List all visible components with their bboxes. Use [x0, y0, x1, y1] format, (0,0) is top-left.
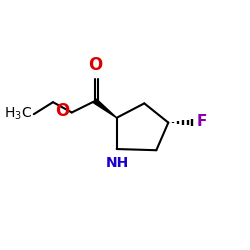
Polygon shape — [94, 99, 117, 118]
Text: O: O — [88, 56, 102, 74]
Text: $\mathregular{H_3C}$: $\mathregular{H_3C}$ — [4, 106, 32, 122]
Text: O: O — [55, 102, 69, 119]
Text: NH: NH — [106, 156, 130, 170]
Text: F: F — [196, 114, 206, 129]
